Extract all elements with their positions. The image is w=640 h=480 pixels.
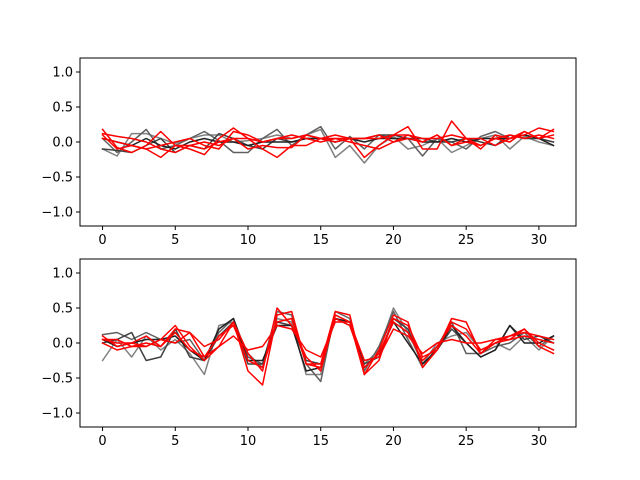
series-group [101, 120, 555, 164]
series-line-7 [101, 321, 555, 362]
x-tick-label: 30 [531, 434, 548, 449]
y-tick-label: 1.0 [52, 267, 73, 282]
x-tick-label: 15 [312, 233, 329, 248]
x-tick-label: 10 [240, 434, 257, 449]
x-tick-label: 5 [171, 434, 179, 449]
series-line-8 [101, 317, 555, 369]
top-chart: 0 5 10 15 20 25 30 −1.0 −0.5 0.0 0.5 1.0 [41, 57, 577, 248]
x-tick-label: 30 [531, 233, 548, 248]
y-tick-label: 1.0 [52, 66, 73, 81]
series-line-2 [101, 310, 555, 383]
bottom-chart: 0 5 10 15 20 25 30 −1.0 −0.5 0.0 0.5 1.0 [41, 258, 577, 449]
y-tick-label: −0.5 [41, 171, 73, 186]
y-tick-label: −0.5 [41, 372, 73, 387]
x-tick-label: 25 [458, 233, 475, 248]
y-tick-label: −1.0 [41, 206, 73, 221]
x-tick-label: 0 [98, 434, 106, 449]
y-tick-label: 0.5 [52, 101, 73, 116]
y-tick-label: 0.5 [52, 302, 73, 317]
x-tick-label: 20 [385, 233, 402, 248]
x-tick-label: 15 [312, 434, 329, 449]
series-group [101, 307, 555, 386]
x-tick-label: 5 [171, 233, 179, 248]
y-tick-label: 0.0 [52, 136, 73, 151]
y-tick-label: 0.0 [52, 337, 73, 352]
series-line-8 [101, 130, 555, 159]
x-tick-label: 20 [385, 434, 402, 449]
x-tick-label: 0 [98, 233, 106, 248]
x-tick-label: 10 [240, 233, 257, 248]
y-tick-label: −1.0 [41, 407, 73, 422]
series-line-6 [101, 127, 555, 154]
x-tick-label: 25 [458, 434, 475, 449]
